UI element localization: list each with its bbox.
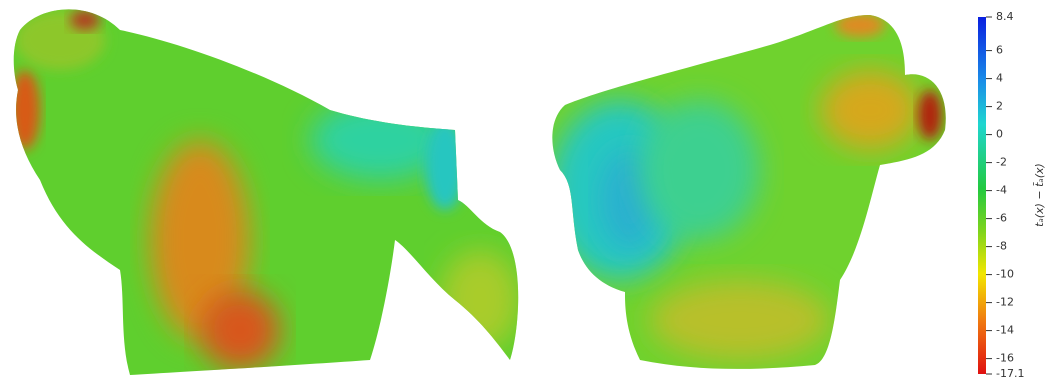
tick-label: 2: [996, 100, 1003, 113]
tick-label: -17.1: [996, 367, 1024, 380]
tick-label: 4: [996, 72, 1003, 85]
tick-label: -4: [996, 184, 1007, 197]
right-atrium-mesh: [552, 15, 946, 369]
tick-label: -10: [996, 268, 1014, 281]
colorbar: [978, 17, 986, 374]
colorbar-label: tₐ(x) − t̄ₐ(x): [1033, 163, 1046, 227]
tick-label: 0: [996, 128, 1003, 141]
tick-label: 8.4: [996, 10, 1014, 23]
tick-label: -2: [996, 156, 1007, 169]
left-atrium-mesh: [13, 9, 519, 376]
tick-label: -14: [996, 324, 1014, 337]
tick-label: -8: [996, 240, 1007, 253]
tick-label: 6: [996, 44, 1003, 57]
tick-label: -16: [996, 352, 1014, 365]
tick-label: -6: [996, 212, 1007, 225]
tick-label: -12: [996, 296, 1014, 309]
